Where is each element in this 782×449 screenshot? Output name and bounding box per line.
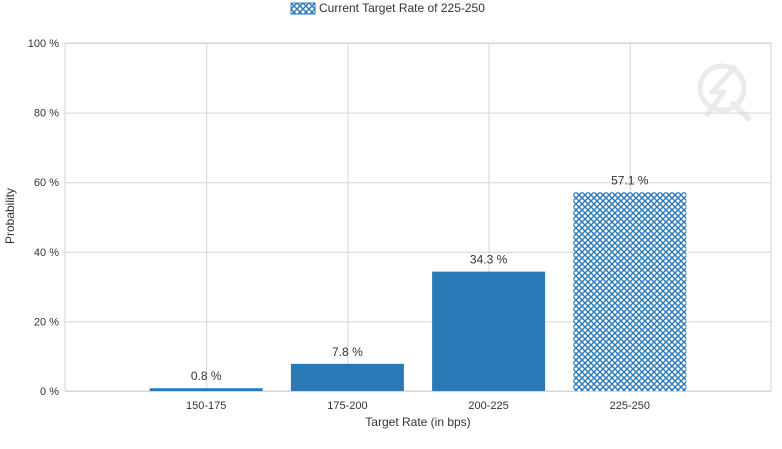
x-tick-label: 150-175: [186, 400, 226, 412]
x-tick-label: 175-200: [327, 400, 367, 412]
y-tick-label: 40 %: [34, 247, 59, 259]
legend: Current Target Rate of 225-250: [290, 1, 485, 15]
legend-swatch: [290, 2, 316, 15]
legend-label: Current Target Rate of 225-250: [319, 1, 485, 15]
y-tick-label: 60 %: [34, 177, 59, 189]
data-label: 34.3 %: [470, 253, 508, 267]
y-axis-ticks: 0 % 20 % 40 % 60 % 80 % 100 %: [28, 38, 59, 398]
bar-150-175: [149, 388, 263, 391]
y-axis-label: Probability: [3, 188, 17, 244]
x-tick-label: 225-250: [610, 400, 650, 412]
logo-q-icon: [697, 63, 751, 121]
bar-225-250: [573, 192, 687, 391]
y-tick-label: 100 %: [28, 38, 59, 50]
y-tick-label: 80 %: [34, 108, 59, 120]
y-tick-label: 0 %: [40, 386, 59, 398]
bars: 0.8 % 7.8 % 34.3 % 57.1 %: [149, 173, 687, 391]
x-tick-label: 200-225: [468, 400, 508, 412]
x-axis-ticks: 150-175 175-200 200-225 225-250: [186, 400, 650, 412]
data-label: 0.8 %: [191, 369, 222, 383]
bar-200-225: [432, 271, 546, 391]
bar-175-200: [290, 363, 404, 391]
data-label: 7.8 %: [332, 345, 363, 359]
data-label: 57.1 %: [611, 173, 649, 187]
y-tick-label: 20 %: [34, 316, 59, 328]
x-axis-label: Target Rate (in bps): [365, 415, 470, 429]
